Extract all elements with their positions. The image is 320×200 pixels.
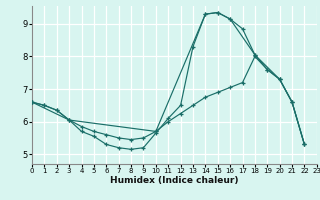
X-axis label: Humidex (Indice chaleur): Humidex (Indice chaleur) — [110, 176, 239, 185]
